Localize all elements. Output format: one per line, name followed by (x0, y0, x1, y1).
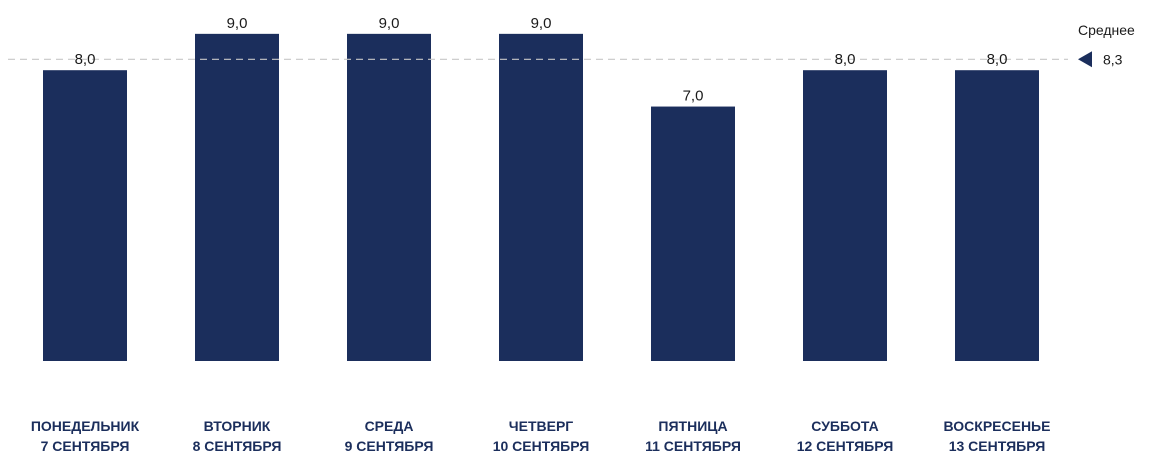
category-date-label-6: 12 СЕНТЯБРЯ (797, 438, 894, 454)
category-date-label-2: 8 СЕНТЯБРЯ (193, 438, 282, 454)
value-label-5: 7,0 (683, 88, 704, 105)
value-label-4: 9,0 (531, 15, 552, 32)
value-label-7: 8,0 (987, 51, 1008, 68)
average-value-label: 8,3 (1103, 51, 1123, 67)
category-day-label-4: ЧЕТВЕРГ (509, 418, 574, 434)
average-reference-layer: Среднее 8,3 (8, 22, 1135, 68)
bars-layer (43, 33, 1039, 361)
bar-1 (43, 70, 127, 361)
category-date-label-4: 10 СЕНТЯБРЯ (493, 438, 590, 454)
category-date-label-5: 11 СЕНТЯБРЯ (645, 438, 741, 454)
category-day-label-6: СУББОТА (811, 418, 878, 434)
category-day-label-3: СРЕДА (365, 418, 414, 434)
average-marker-icon (1078, 51, 1092, 68)
bar-2 (195, 33, 279, 361)
value-label-3: 9,0 (379, 15, 400, 32)
value-label-1: 8,0 (75, 51, 96, 68)
category-date-label-7: 13 СЕНТЯБРЯ (949, 438, 1046, 454)
bar-6 (803, 70, 887, 361)
category-date-label-3: 9 СЕНТЯБРЯ (345, 438, 434, 454)
bar-5 (651, 106, 735, 361)
bar-3 (347, 33, 431, 361)
value-label-2: 9,0 (227, 15, 248, 32)
category-date-label-1: 7 СЕНТЯБРЯ (41, 438, 130, 454)
bar-7 (955, 70, 1039, 361)
category-labels-layer: ПОНЕДЕЛЬНИК 7 СЕНТЯБРЯ ВТОРНИК 8 СЕНТЯБРЯ СР… (31, 418, 1051, 454)
bar-4 (499, 33, 583, 361)
category-day-label-2: ВТОРНИК (204, 418, 271, 434)
category-day-label-1: ПОНЕДЕЛЬНИК (31, 418, 140, 434)
average-title: Среднее (1078, 22, 1135, 38)
category-day-label-5: ПЯТНИЦА (658, 418, 727, 434)
value-label-6: 8,0 (835, 51, 856, 68)
value-labels-layer: 8,0 9,0 9,0 9,0 7,0 8,0 8,0 (75, 15, 1008, 105)
category-day-label-7: ВОСКРЕСЕНЬЕ (944, 418, 1051, 434)
